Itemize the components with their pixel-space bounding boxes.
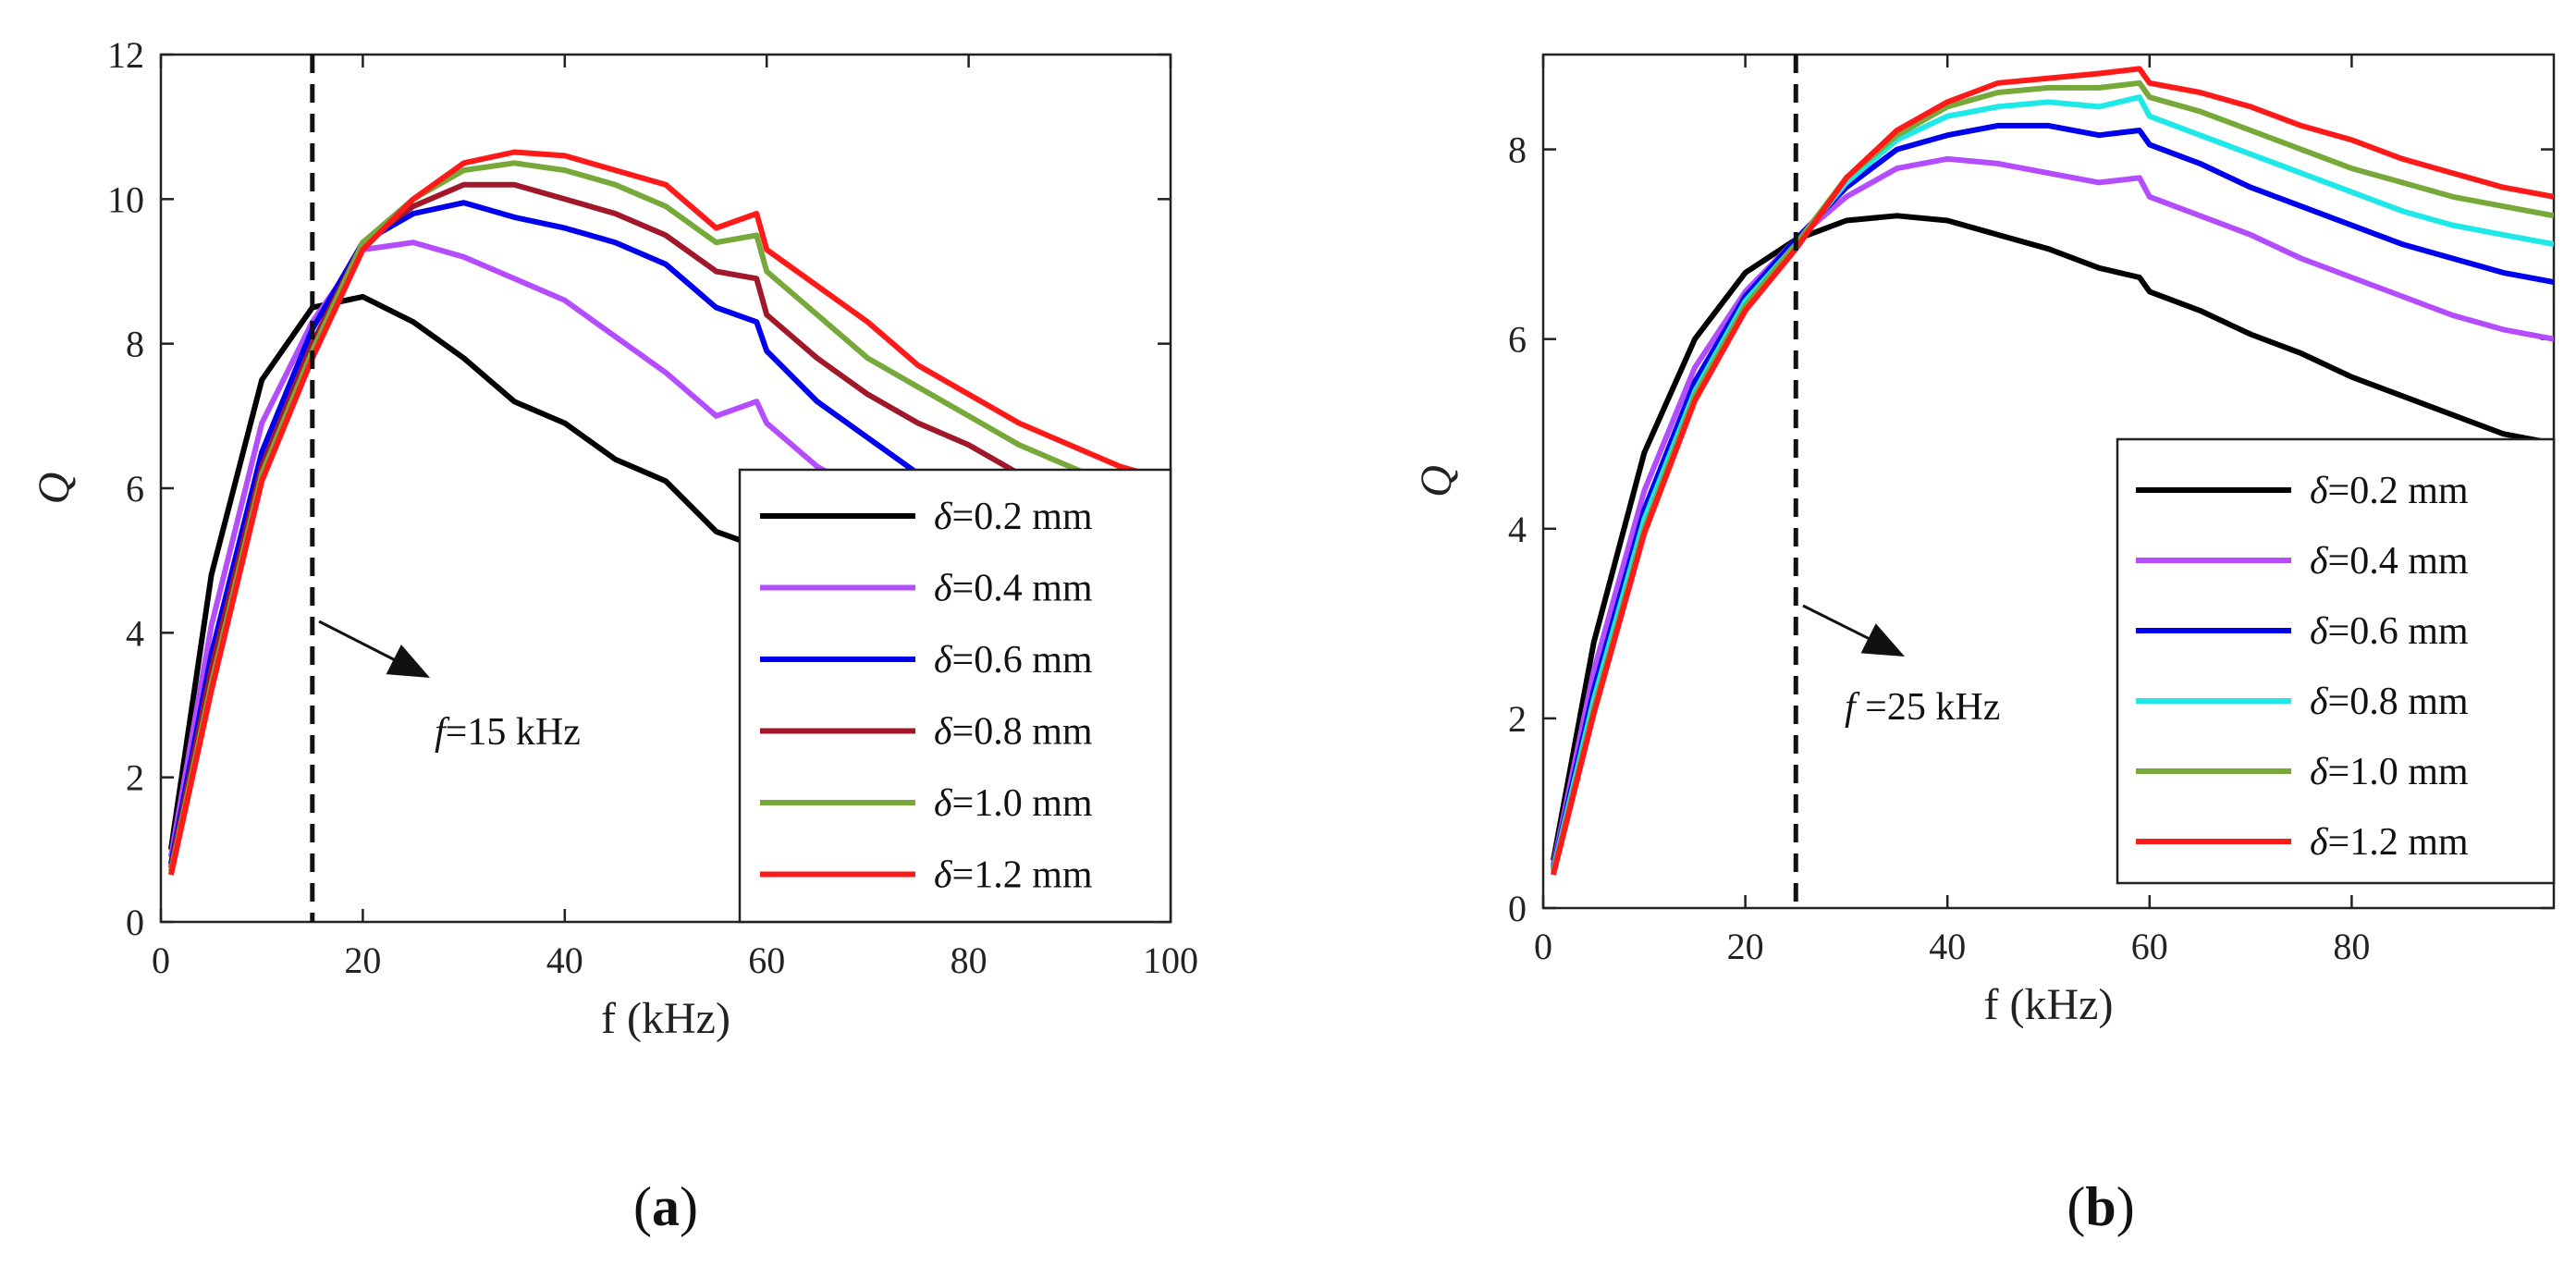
series-line-2	[1550, 155, 2554, 866]
annotation-arrow-head	[386, 645, 430, 678]
panel-letter: b	[2085, 1176, 2116, 1237]
legend-label-value: =0.2 mm	[2328, 470, 2469, 512]
x-axis-label: f (kHz)	[1984, 980, 2114, 1029]
legend-delta-symbol: δ	[934, 711, 953, 754]
y-tick-label: 2	[1508, 698, 1527, 740]
legend-label-2: δ=0.4 mm	[2310, 540, 2469, 583]
annotation-value: =15 kHz	[446, 711, 581, 754]
legend-label-3: δ=0.6 mm	[934, 639, 1093, 681]
legend-label-5: δ=1.0 mm	[2310, 751, 2469, 793]
legend-label-2: δ=0.4 mm	[934, 568, 1093, 610]
x-tick-label: 80	[2333, 926, 2370, 967]
series-line-6	[167, 149, 1171, 876]
legend-delta-symbol: δ	[934, 568, 953, 610]
y-tick-label: 6	[126, 468, 144, 510]
annotation-text: f=15 kHz	[435, 711, 581, 754]
legend-delta-symbol: δ	[2310, 681, 2329, 723]
legend-delta-symbol: δ	[2310, 470, 2329, 512]
series-line-5	[167, 160, 1171, 872]
series-line-1	[1550, 213, 2554, 862]
y-tick-label: 8	[1508, 129, 1527, 171]
y-tick-label: 8	[126, 324, 144, 365]
y-tick-label: 12	[107, 34, 144, 76]
legend-label-5: δ=1.0 mm	[934, 782, 1093, 825]
y-tick-label: 10	[107, 178, 144, 220]
legend-delta-symbol: δ	[2310, 540, 2329, 583]
legend-delta-symbol: δ	[934, 639, 953, 681]
y-tick-label: 0	[126, 902, 144, 943]
legend: δ=0.2 mmδ=0.4 mmδ=0.6 mmδ=0.8 mmδ=1.0 mm…	[2116, 437, 2556, 885]
legend-label-value: =1.0 mm	[2328, 751, 2469, 793]
legend-label-1: δ=0.2 mm	[934, 496, 1093, 538]
legend-label-6: δ=1.2 mm	[2310, 821, 2469, 864]
legend-label-3: δ=0.6 mm	[2310, 610, 2469, 653]
annotation-text: f =25 kHz	[1845, 686, 2000, 729]
legend-label-value: =0.8 mm	[2328, 681, 2469, 723]
legend-delta-symbol: δ	[934, 782, 953, 825]
legend-box	[738, 468, 1172, 924]
legend-label-4: δ=0.8 mm	[2310, 681, 2469, 723]
x-tick-label: 0	[1534, 926, 1552, 967]
y-tick-label: 4	[1508, 509, 1527, 550]
legend-label-value: =0.4 mm	[952, 568, 1093, 610]
y-axis-label: Q	[1412, 465, 1461, 497]
legend-label-value: =1.0 mm	[952, 782, 1093, 825]
x-axis-label: f (kHz)	[601, 994, 730, 1043]
legend-box	[2116, 437, 2556, 885]
legend: δ=0.2 mmδ=0.4 mmδ=0.6 mmδ=0.8 mmδ=1.0 mm…	[738, 468, 1172, 924]
y-tick-label: 2	[126, 757, 144, 799]
legend-delta-symbol: δ	[2310, 751, 2329, 793]
legend-label-value: =1.2 mm	[952, 854, 1093, 897]
legend-label-value: =1.2 mm	[2328, 821, 2469, 864]
y-tick-label: 0	[1508, 888, 1527, 929]
x-tick-label: 100	[1143, 939, 1198, 981]
x-tick-label: 80	[951, 939, 987, 981]
series-line-6	[1550, 66, 2554, 876]
legend-label-1: δ=0.2 mm	[2310, 470, 2469, 512]
y-tick-label: 4	[126, 612, 144, 654]
legend-label-value: =0.2 mm	[952, 496, 1093, 538]
legend-label-6: δ=1.2 mm	[934, 854, 1093, 897]
x-tick-label: 60	[748, 939, 785, 981]
legend-label-value: =0.4 mm	[2328, 540, 2469, 583]
legend-delta-symbol: δ	[2310, 610, 2329, 653]
series-line-3	[1550, 122, 2554, 869]
x-tick-label: 0	[152, 939, 170, 981]
x-tick-label: 40	[546, 939, 583, 981]
legend-delta-symbol: δ	[934, 496, 953, 538]
legend-label-value: =0.8 mm	[952, 711, 1093, 754]
x-tick-label: 20	[1727, 926, 1764, 967]
panel-letter: a	[652, 1176, 680, 1237]
x-tick-label: 20	[344, 939, 381, 981]
panel-label: (b)	[2067, 1176, 2134, 1237]
legend-delta-symbol: δ	[2310, 821, 2329, 864]
legend-label-value: =0.6 mm	[2328, 610, 2469, 653]
y-tick-label: 6	[1508, 319, 1527, 361]
panel-label: (a)	[633, 1176, 698, 1237]
annotation-arrow-head	[1860, 623, 1905, 657]
annotation-value: =25 kHz	[1856, 686, 2001, 729]
y-axis-label: Q	[30, 473, 79, 505]
legend-label-4: δ=0.8 mm	[934, 711, 1093, 754]
x-tick-label: 60	[2131, 926, 2168, 967]
legend-delta-symbol: δ	[934, 854, 953, 897]
x-tick-label: 40	[1929, 926, 1966, 967]
legend-label-value: =0.6 mm	[952, 639, 1093, 681]
